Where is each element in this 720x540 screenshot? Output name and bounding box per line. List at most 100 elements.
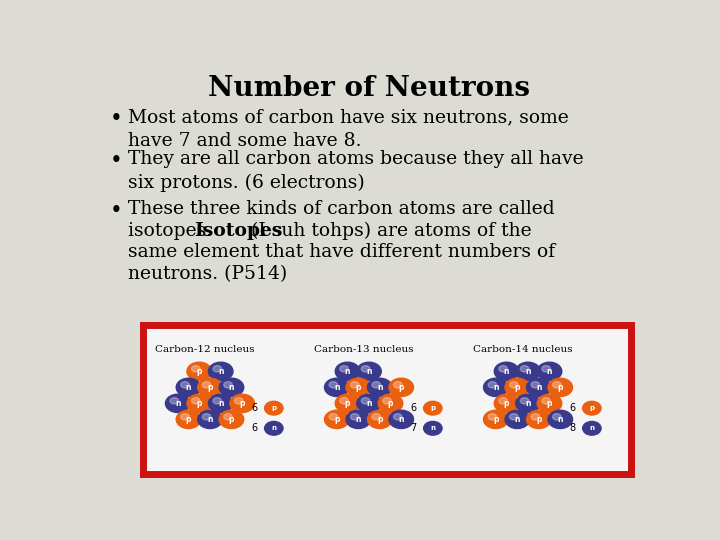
Circle shape <box>537 362 562 381</box>
Circle shape <box>526 378 551 396</box>
Circle shape <box>213 397 222 404</box>
Circle shape <box>378 394 402 413</box>
Circle shape <box>494 394 519 413</box>
Text: n: n <box>546 367 552 376</box>
Circle shape <box>394 414 402 420</box>
Text: p: p <box>334 415 340 424</box>
Circle shape <box>389 378 413 396</box>
Circle shape <box>552 382 561 388</box>
Text: n: n <box>334 383 340 392</box>
Circle shape <box>224 414 233 420</box>
Circle shape <box>325 378 349 396</box>
Circle shape <box>367 378 392 396</box>
Circle shape <box>166 394 190 413</box>
Text: 6: 6 <box>252 423 258 433</box>
Text: These three kinds of carbon atoms are called: These three kinds of carbon atoms are ca… <box>128 200 554 218</box>
Circle shape <box>187 362 212 381</box>
Text: •: • <box>109 109 122 131</box>
Text: p: p <box>197 367 202 376</box>
Circle shape <box>488 414 497 420</box>
Circle shape <box>541 366 550 372</box>
Text: They are all carbon atoms because they all have
six protons. (6 electrons): They are all carbon atoms because they a… <box>128 150 584 192</box>
Text: n: n <box>271 426 276 431</box>
Text: p: p <box>536 415 541 424</box>
Circle shape <box>213 366 222 372</box>
Circle shape <box>423 401 442 415</box>
Text: n: n <box>526 399 531 408</box>
FancyBboxPatch shape <box>143 325 631 474</box>
Circle shape <box>531 414 539 420</box>
Text: p: p <box>431 405 436 411</box>
Circle shape <box>340 397 348 404</box>
Text: p: p <box>240 399 245 408</box>
Circle shape <box>187 394 212 413</box>
Text: 6: 6 <box>570 403 576 413</box>
Text: n: n <box>366 367 372 376</box>
Text: p: p <box>345 399 350 408</box>
Circle shape <box>361 397 370 404</box>
Circle shape <box>325 410 349 429</box>
Circle shape <box>208 362 233 381</box>
Circle shape <box>499 366 508 372</box>
Text: Carbon-13 nucleus: Carbon-13 nucleus <box>314 345 413 354</box>
Circle shape <box>526 410 551 429</box>
Circle shape <box>230 394 254 413</box>
Text: n: n <box>431 426 436 431</box>
Text: p: p <box>271 405 276 411</box>
Circle shape <box>336 394 360 413</box>
Circle shape <box>340 366 348 372</box>
Text: p: p <box>493 415 498 424</box>
Circle shape <box>531 382 539 388</box>
Circle shape <box>224 382 233 388</box>
Text: n: n <box>504 367 509 376</box>
Text: n: n <box>345 367 350 376</box>
Circle shape <box>510 382 518 388</box>
Text: n: n <box>398 415 404 424</box>
Text: n: n <box>493 383 498 392</box>
Circle shape <box>208 394 233 413</box>
Text: •: • <box>109 150 122 172</box>
Circle shape <box>494 362 519 381</box>
Circle shape <box>372 414 381 420</box>
Circle shape <box>582 401 601 415</box>
Circle shape <box>389 410 413 429</box>
Text: Carbon-12 nucleus: Carbon-12 nucleus <box>155 345 254 354</box>
Circle shape <box>346 378 371 396</box>
Text: 7: 7 <box>410 423 417 433</box>
Text: p: p <box>356 383 361 392</box>
Text: n: n <box>557 415 563 424</box>
Text: n: n <box>536 383 541 392</box>
Text: n: n <box>218 367 223 376</box>
Circle shape <box>336 362 360 381</box>
Circle shape <box>351 414 359 420</box>
Text: 6: 6 <box>252 403 258 413</box>
Text: Number of Neutrons: Number of Neutrons <box>208 75 530 102</box>
Circle shape <box>202 414 211 420</box>
Text: n: n <box>377 383 382 392</box>
Circle shape <box>181 414 189 420</box>
Circle shape <box>329 414 338 420</box>
Text: 6: 6 <box>410 403 417 413</box>
Text: p: p <box>589 405 595 411</box>
Text: Isotopes: Isotopes <box>194 221 282 240</box>
Circle shape <box>516 394 540 413</box>
Text: p: p <box>398 383 404 392</box>
Circle shape <box>176 378 201 396</box>
Text: p: p <box>377 415 382 424</box>
Text: n: n <box>229 383 234 392</box>
Text: (I suh tohps) are atoms of the: (I suh tohps) are atoms of the <box>246 221 532 240</box>
Circle shape <box>361 366 370 372</box>
Circle shape <box>521 397 529 404</box>
Circle shape <box>170 397 179 404</box>
Circle shape <box>198 378 222 396</box>
Circle shape <box>264 421 283 435</box>
Text: n: n <box>186 383 192 392</box>
Circle shape <box>356 394 382 413</box>
Circle shape <box>181 382 189 388</box>
Text: p: p <box>186 415 192 424</box>
Text: n: n <box>356 415 361 424</box>
Circle shape <box>505 410 530 429</box>
Circle shape <box>356 362 382 381</box>
Text: •: • <box>109 200 122 222</box>
Circle shape <box>367 410 392 429</box>
